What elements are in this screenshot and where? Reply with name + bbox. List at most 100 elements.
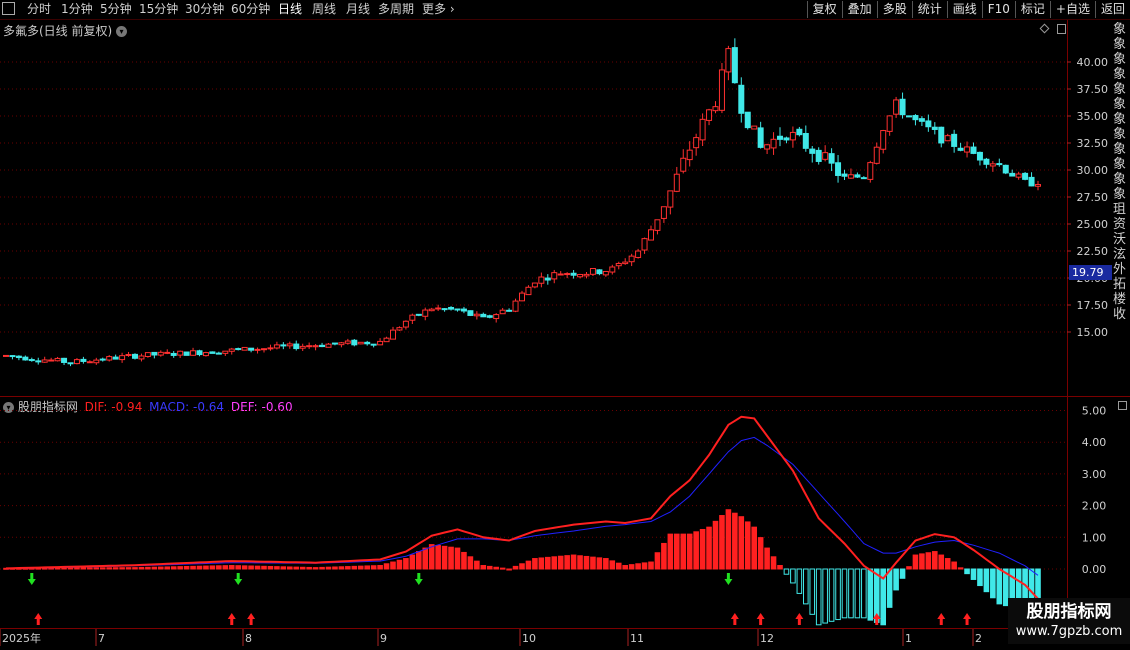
candle-body [744,111,751,129]
macd-bar [841,568,848,619]
side-list-item[interactable]: 象 [1113,97,1127,112]
candle-body [1009,172,1016,177]
candle-body [815,149,822,162]
side-list-item[interactable]: 楼 [1113,292,1127,307]
side-list-item[interactable]: 象 [1113,67,1127,82]
side-list-item[interactable]: 象 [1113,172,1127,187]
side-list-item[interactable]: 象 [1113,82,1127,97]
current-price-tag: 19.79 [1069,265,1112,280]
candle-body [841,173,848,177]
chevron-down-icon[interactable]: ▾ [116,26,128,37]
tab-1min[interactable]: 1分钟 [61,2,93,16]
tab-daily[interactable]: 日线 [278,2,303,16]
fuquan-button[interactable]: 复权 [806,1,842,18]
side-list-item[interactable]: 象 [1113,127,1127,142]
candle-body [344,340,351,344]
macd-bar [416,551,422,570]
side-list-item[interactable]: 象 [1113,112,1127,127]
macd-bar [312,567,319,570]
side-list-item[interactable]: 象 [1113,142,1127,157]
back-button[interactable]: 返回 [1094,1,1130,18]
xaxis-label: 12 [760,632,774,645]
candle-body [777,135,783,140]
side-list-item[interactable]: 象 [1113,22,1127,37]
tab-30min[interactable]: 30分钟 [185,2,225,16]
tab-multi-period[interactable]: 多周期 [378,2,415,16]
candle-body [835,162,842,176]
macd-bar [170,566,177,570]
window-toggle-icon[interactable] [1057,24,1066,34]
tab-weekly[interactable]: 周线 [312,2,337,16]
candle-body [706,109,713,121]
candle-body [306,345,313,348]
menu-icon[interactable] [2,2,15,15]
tab-15min[interactable]: 15分钟 [139,2,179,16]
xaxis-label: 9 [380,632,387,645]
macd-bar [364,565,370,570]
macd-bar [938,554,945,570]
tab-fenshi[interactable]: 分时 [27,2,52,16]
macd-bar [428,544,435,570]
macd-bar [80,567,87,570]
macd-bar [151,566,158,570]
macd-bar [848,568,854,619]
candle-body [409,314,416,321]
statistics-button[interactable]: 统计 [911,1,947,18]
candle-body [912,115,919,121]
candle-body [847,174,854,179]
multi-stock-button[interactable]: 多股 [876,1,912,18]
draw-line-button[interactable]: 画线 [946,1,982,18]
mark-button[interactable]: 标记 [1014,1,1050,18]
tab-monthly[interactable]: 月线 [346,2,371,16]
macd-bar [854,568,861,619]
side-list-item[interactable]: 珇 [1113,202,1127,217]
chevron-down-icon[interactable]: ▾ [3,402,14,413]
macd-bar [757,537,764,570]
candle-body [48,359,55,362]
indicator-tick-label: 1.00 [1082,531,1107,544]
macd-bar [706,526,712,570]
buy-arrow-icon [34,613,43,625]
side-list-item[interactable]: 沃 [1113,232,1127,247]
candle-body [983,158,990,165]
macd-bar [177,566,183,570]
macd-bar [790,568,796,584]
side-list-item[interactable]: 拓 [1113,277,1127,292]
side-list-item[interactable]: 泫 [1113,247,1127,262]
tab-more[interactable]: 更多 › [422,0,455,19]
indicator-settings-icon[interactable] [1118,401,1127,410]
macd-bar [435,544,441,570]
side-list-item[interactable]: 收 [1113,307,1127,322]
macd-bar [306,566,312,570]
side-list-item[interactable]: 象 [1113,37,1127,52]
macd-bar [396,559,403,570]
side-list-item[interactable]: 外 [1113,262,1127,277]
candle-body [789,131,796,141]
macd-bar [957,567,964,570]
f10-button[interactable]: F10 [981,1,1015,18]
watermark: 股朋指标网 www.7gpzb.com [1008,598,1130,644]
macd-bar [893,568,899,591]
candle-body [319,344,326,348]
candle-body [570,272,577,276]
add-watchlist-button[interactable]: +自选 [1049,1,1095,18]
side-list-item[interactable]: 象 [1113,157,1127,172]
tab-5min[interactable]: 5分钟 [100,2,132,16]
macd-bar [725,509,732,570]
buy-arrow-icon [730,613,739,625]
side-list-item[interactable]: 资 [1113,217,1127,232]
macd-bar [467,556,474,570]
macd-bar [951,561,957,570]
candle-body [125,354,132,357]
overlay-button[interactable]: 叠加 [841,1,877,18]
side-list-item[interactable]: 象 [1113,52,1127,67]
side-list-item[interactable]: 象 [1113,187,1127,202]
tab-60min[interactable]: 60分钟 [231,2,271,16]
candle-body [751,125,758,130]
macd-bar [235,565,241,570]
macd-bar [970,568,977,580]
candle-body [80,358,87,362]
buy-arrow-icon [937,613,946,625]
def-value: DEF: -0.60 [230,400,293,414]
